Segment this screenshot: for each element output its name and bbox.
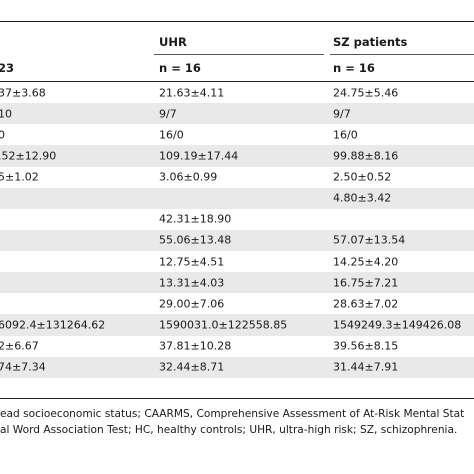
table-row: 55.06±13.48 57.07±13.54 [0,229,474,251]
table-row: 42.31±18.90 [0,209,474,230]
table-row: 6092.4±131264.62 1590031.0±122558.85 154… [0,314,474,336]
cell-uhr: 55.06±13.48 [159,233,232,247]
cell-sz: 4.80±3.42 [333,191,392,205]
table-row: .52±12.90 109.19±17.44 99.88±8.16 [0,145,474,167]
table-row: 2±6.67 37.81±10.28 39.56±8.15 [0,336,474,357]
cell-hc: 37±3.68 [0,86,46,100]
cell-hc: 0 [0,128,5,142]
cell-hc: 74±7.34 [0,360,46,374]
cell-uhr: 3.06±0.99 [159,170,218,184]
cell-uhr: 21.63±4.11 [159,86,225,100]
column-group-rule-sz [330,54,474,55]
table-row: 10 9/7 9/7 [0,103,474,125]
cell-sz: 57.07±13.54 [333,233,406,247]
cell-uhr: 16/0 [159,128,184,142]
column-n-uhr: n = 16 [159,61,201,75]
table-row: 29.00±7.06 28.63±7.02 [0,293,474,314]
cell-uhr: 13.31±4.03 [159,276,225,290]
cell-sz: 16.75±7.21 [333,276,399,290]
cell-hc: 10 [0,107,12,121]
cell-sz: 1549249.3±149426.08 [333,318,462,332]
column-n-hc: 23 [0,61,15,75]
cell-hc: 2±6.67 [0,339,39,353]
cell-uhr: 32.44±8.71 [159,360,225,374]
column-n-sz: n = 16 [333,61,375,75]
cell-hc: 5±1.02 [0,170,39,184]
cell-uhr: 29.00±7.06 [159,297,225,311]
table-row: 5±1.02 3.06±0.99 2.50±0.52 [0,167,474,188]
table-footnote: ead socioeconomic status; CAARMS, Compre… [0,406,474,438]
footnote-line-2: al Word Association Test; HC, healthy co… [0,424,458,436]
cell-hc: 6092.4±131264.62 [0,318,106,332]
table-row: 12.75±4.51 14.25±4.20 [0,251,474,272]
cell-uhr: 1590031.0±122558.85 [159,318,288,332]
footnote-line-1: ead socioeconomic status; CAARMS, Compre… [0,408,465,420]
cell-sz: 28.63±7.02 [333,297,399,311]
cell-hc: .52±12.90 [0,149,57,163]
column-header-sz-patients: SZ patients [333,35,408,49]
table-row: 13.31±4.03 16.75±7.21 [0,272,474,294]
column-header-uhr: UHR [159,35,187,49]
cell-sz: 14.25±4.20 [333,255,399,269]
cell-sz: 9/7 [333,107,351,121]
cell-sz: 99.88±8.16 [333,149,399,163]
table-row: 37±3.68 21.63±4.11 24.75±5.46 [0,82,474,103]
cell-sz: 2.50±0.52 [333,170,392,184]
table-bottom-rule [0,398,474,399]
cell-sz: 24.75±5.46 [333,86,399,100]
table-header-rule [0,81,474,82]
table-row: 74±7.34 32.44±8.71 31.44±7.91 [0,356,474,378]
cell-uhr: 42.31±18.90 [159,212,232,226]
table-row: 0 16/0 16/0 [0,124,474,145]
table-body: 37±3.68 21.63±4.11 24.75±5.46 10 9/7 9/7… [0,82,474,378]
cell-sz: 31.44±7.91 [333,360,399,374]
cell-sz: 16/0 [333,128,358,142]
cell-uhr: 37.81±10.28 [159,339,232,353]
column-group-rule-uhr [154,54,324,55]
cell-uhr: 9/7 [159,107,177,121]
cell-uhr: 12.75±4.51 [159,255,225,269]
table-row: 4.80±3.42 [0,187,474,209]
cell-uhr: 109.19±17.44 [159,149,239,163]
cell-sz: 39.56±8.15 [333,339,399,353]
table-top-rule [0,21,474,22]
